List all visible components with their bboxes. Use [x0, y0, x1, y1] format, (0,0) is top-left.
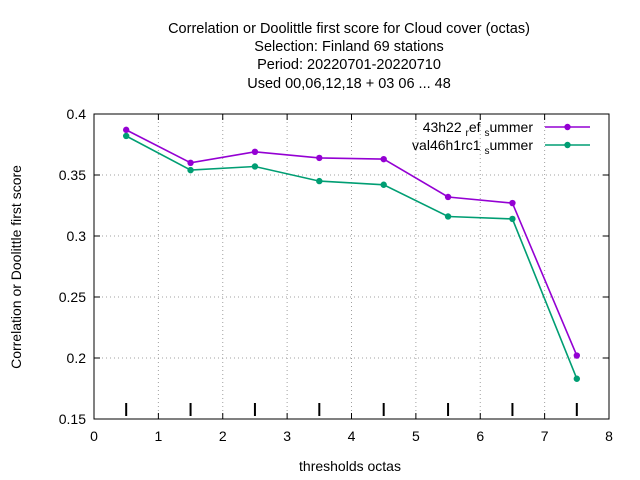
y-axis-label: Correlation or Doolittle first score: [8, 165, 24, 369]
x-tick-label: 4: [348, 428, 356, 444]
x-tick-label: 3: [283, 428, 291, 444]
grid: [94, 114, 609, 419]
x-tick-label: 6: [476, 428, 484, 444]
y-tick-label: 0.25: [59, 289, 86, 305]
series-2-point: [573, 375, 581, 382]
series-2-point: [122, 132, 130, 140]
x-tick-label: 8: [605, 428, 613, 444]
series-1-point: [316, 154, 323, 162]
title-line-1: Correlation or Doolittle first score for…: [168, 21, 530, 37]
title-line-3: Period: 20220701-20220710: [257, 57, 441, 73]
series-1-point: [509, 199, 516, 207]
series-2-point: [380, 181, 387, 188]
y-tick-labels: 0.15 0.2 0.25 0.3 0.35 0.4: [59, 106, 86, 427]
threshold-marks: [125, 403, 578, 416]
series-2-point: [251, 163, 259, 170]
series-2-point: [187, 166, 194, 174]
series-1-line: [125, 129, 578, 356]
series-2: [122, 132, 581, 382]
series-2-point: [509, 215, 516, 223]
chart-title: Correlation or Doolittle first score for…: [168, 21, 530, 92]
x-tick-label: 7: [541, 428, 549, 444]
y-tick-label: 0.15: [59, 411, 86, 427]
series-1-point: [251, 148, 259, 156]
series-2-point: [444, 213, 452, 220]
y-tick-label: 0.3: [67, 228, 87, 244]
title-line-4: Used 00,06,12,18 + 03 06 ... 48: [247, 76, 451, 92]
series-1: [122, 126, 581, 359]
x-tick-label: 5: [412, 428, 420, 444]
series-layer: [122, 126, 581, 382]
legend-label-1: 43h22 ref summer: [423, 119, 534, 139]
x-tick-label: 2: [219, 428, 227, 444]
x-tick-label: 1: [154, 428, 162, 444]
plot-border: [93, 113, 610, 420]
legend-marker-1: [564, 123, 571, 131]
x-tick-label: 0: [90, 428, 98, 444]
x-axis-label: thresholds octas: [299, 458, 401, 474]
series-2-point: [316, 177, 323, 185]
y-tick-label: 0.2: [67, 350, 87, 366]
series-1-point: [187, 159, 194, 166]
series-1-point: [573, 352, 581, 359]
title-line-2: Selection: Finland 69 stations: [254, 39, 443, 55]
series-2-line: [125, 135, 578, 379]
y-tick-label: 0.4: [67, 106, 87, 122]
x-tick-labels: 0 1 2 3 4 5 6 7 8: [90, 428, 613, 444]
legend-label-2: val46h1rc1 summer: [412, 137, 533, 157]
legend-marker-2: [564, 141, 571, 149]
series-1-point: [444, 193, 452, 201]
series-1-point: [122, 126, 130, 134]
series-1-point: [380, 155, 387, 163]
y-tick-label: 0.35: [59, 167, 86, 183]
